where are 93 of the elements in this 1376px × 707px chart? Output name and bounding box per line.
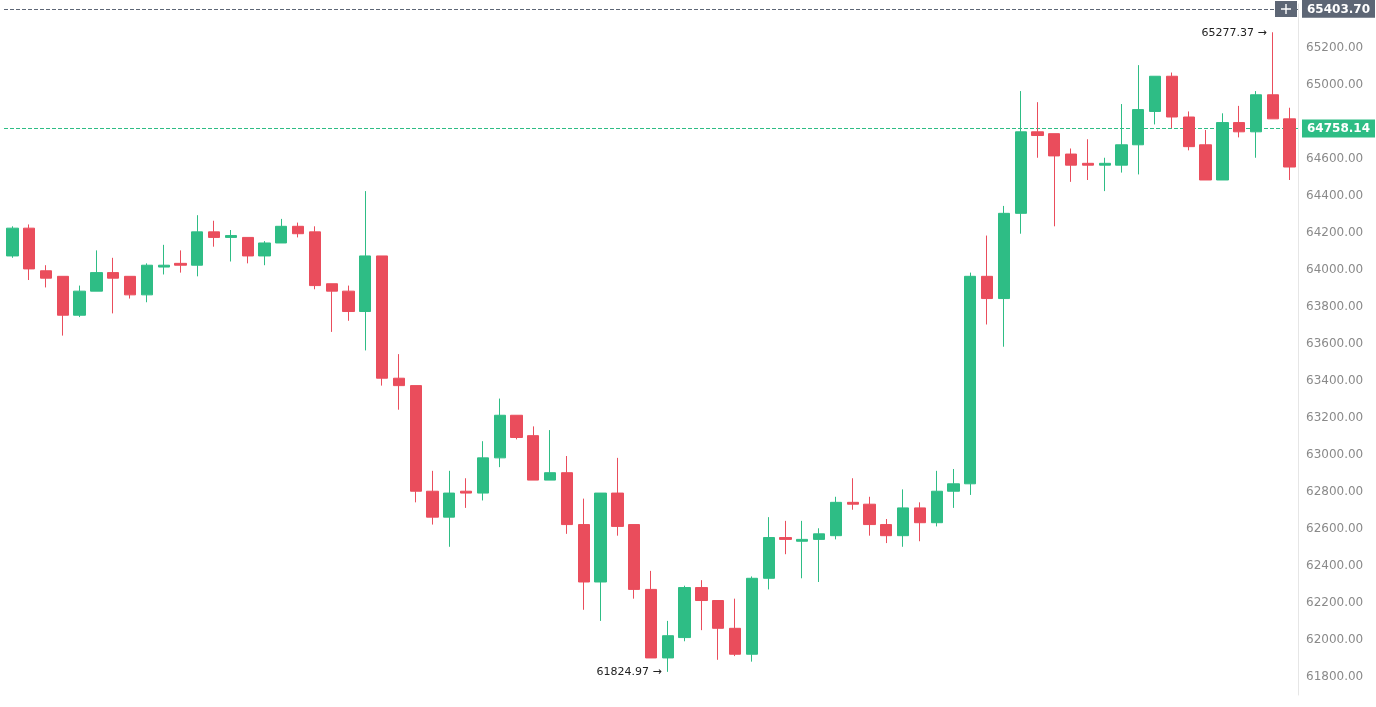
candlestick xyxy=(1099,157,1111,192)
candlestick xyxy=(393,353,405,411)
candlestick xyxy=(1065,148,1077,183)
candlestick xyxy=(158,244,170,275)
candlestick xyxy=(611,457,624,537)
candlestick xyxy=(242,236,254,264)
candlestick xyxy=(897,488,909,548)
candlestick xyxy=(292,222,304,238)
candlestick xyxy=(914,501,926,542)
y-tick-label: 64400.00 xyxy=(1306,187,1364,202)
candlestick xyxy=(57,275,69,337)
candlestick xyxy=(1166,72,1178,129)
candlestick xyxy=(964,272,976,496)
candlestick xyxy=(1199,129,1212,181)
candlestick xyxy=(729,598,741,657)
candlestick xyxy=(359,190,371,351)
candlestick xyxy=(779,520,792,555)
candlestick xyxy=(594,492,607,622)
candlestick xyxy=(695,579,708,631)
candlestick xyxy=(527,425,539,481)
candlestick xyxy=(191,214,203,277)
candlestick xyxy=(426,470,439,526)
candlestick xyxy=(208,220,220,248)
candlestick xyxy=(813,527,825,583)
candlestick xyxy=(1183,110,1195,151)
candlestick xyxy=(1031,101,1044,159)
annotation: 61824.97 → xyxy=(596,665,662,679)
y-tick-label: 63800.00 xyxy=(1306,298,1364,313)
y-tick-label: 64000.00 xyxy=(1306,261,1364,276)
candlestick xyxy=(763,516,775,590)
candlestick xyxy=(107,257,119,314)
candlestick xyxy=(477,440,489,501)
y-tick-label: 62600.00 xyxy=(1306,521,1364,536)
y-tick-label: 63000.00 xyxy=(1306,447,1364,462)
y-tick-label: 62800.00 xyxy=(1306,484,1364,499)
candlestick xyxy=(460,477,472,509)
y-tick-label: 63600.00 xyxy=(1306,336,1364,351)
candlestick xyxy=(1082,138,1094,181)
ref-line-label: 64758.14 xyxy=(1307,121,1371,136)
candlestick xyxy=(376,255,388,387)
candlestick xyxy=(494,398,506,468)
candlestick xyxy=(1149,75,1161,125)
y-tick-label: 65200.00 xyxy=(1306,39,1364,54)
candlestick xyxy=(863,496,876,537)
candlestick xyxy=(1048,133,1060,227)
y-tick-label: 62200.00 xyxy=(1306,595,1364,610)
candlestick xyxy=(880,518,892,544)
candlestick xyxy=(981,235,993,325)
candlestick xyxy=(998,205,1010,348)
candlestick xyxy=(830,496,842,540)
candlestick xyxy=(40,264,52,288)
candlestick xyxy=(796,520,808,579)
candlestick xyxy=(342,285,355,322)
y-tick-label: 63400.00 xyxy=(1306,373,1364,388)
candlestick xyxy=(678,585,691,642)
candlestick xyxy=(1267,31,1279,120)
candlestick xyxy=(931,470,943,527)
candlestick xyxy=(174,249,187,274)
candlestick xyxy=(947,468,960,509)
y-tick-label: 61800.00 xyxy=(1306,669,1364,684)
candlestick xyxy=(23,223,35,281)
candlestick xyxy=(309,225,321,290)
candlestick xyxy=(712,600,724,661)
candlestick xyxy=(141,262,153,303)
candlestick xyxy=(662,620,674,673)
y-tick-label: 65000.00 xyxy=(1306,76,1364,91)
candlestick xyxy=(628,524,640,600)
candlestick xyxy=(561,455,573,535)
candlestick xyxy=(746,575,758,663)
y-tick-label: 64200.00 xyxy=(1306,224,1364,239)
candlestick xyxy=(275,218,287,244)
candlestick xyxy=(510,414,523,440)
candlestick xyxy=(6,225,19,259)
y-tick-label: 64600.00 xyxy=(1306,150,1364,165)
candlestick xyxy=(1233,105,1245,138)
candlestick xyxy=(443,470,455,548)
candlestick xyxy=(225,229,237,262)
candlestick xyxy=(73,285,86,318)
candlestick xyxy=(544,429,556,481)
candlestick xyxy=(326,283,338,333)
y-tick-label: 62000.00 xyxy=(1306,632,1364,647)
candlestick xyxy=(124,275,136,300)
candlestick xyxy=(645,570,657,659)
y-tick-label: 63200.00 xyxy=(1306,410,1364,425)
candlestick xyxy=(1283,107,1296,181)
candlestick xyxy=(90,249,103,292)
candlestick xyxy=(578,498,590,611)
candlestick xyxy=(410,385,422,503)
ref-line-label: 65403.70 xyxy=(1307,1,1371,16)
annotation: 65277.37 → xyxy=(1201,25,1267,39)
y-tick-label: 62400.00 xyxy=(1306,558,1364,573)
candlestick xyxy=(847,477,859,511)
candlestick xyxy=(258,240,271,266)
